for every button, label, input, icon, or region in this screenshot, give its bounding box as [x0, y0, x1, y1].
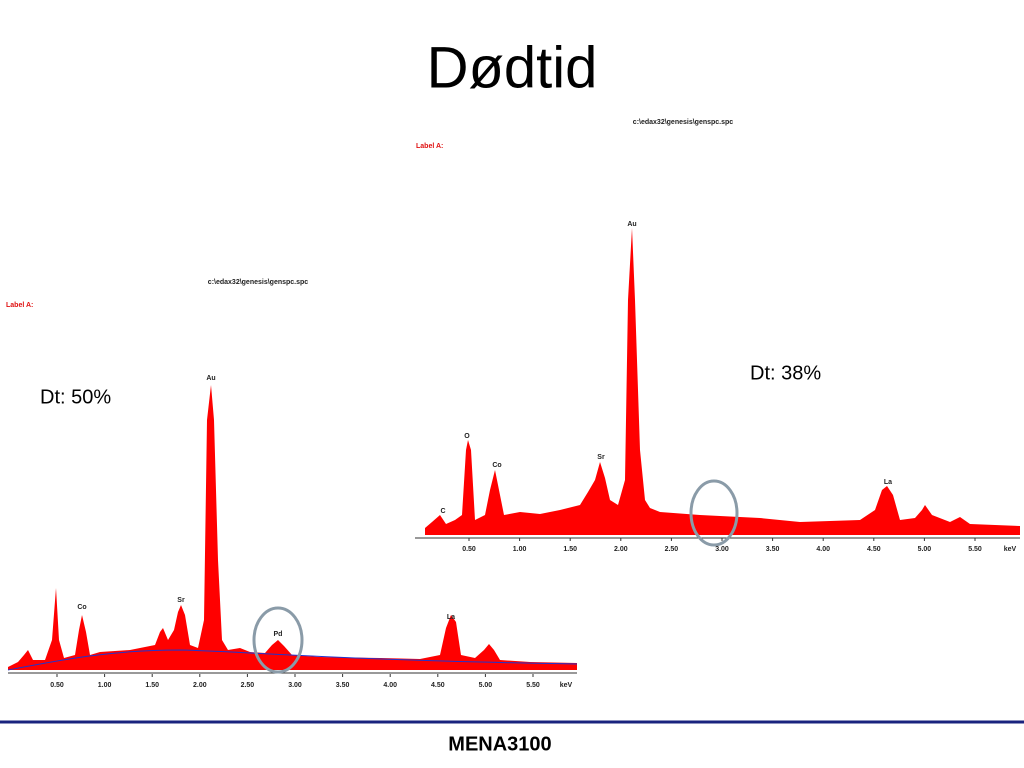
file-path: c:\edax32\genesis\genspc.spc — [208, 279, 308, 286]
element-label: Co — [492, 462, 501, 469]
element-label: Au — [627, 221, 636, 228]
x-tick-label: 0.50 — [50, 682, 64, 689]
axis-unit: keV — [560, 682, 573, 689]
spectrum-shape — [425, 228, 1020, 535]
x-tick-label: 5.00 — [479, 682, 493, 689]
x-tick-label: 2.00 — [614, 546, 628, 553]
element-label: Pd — [274, 631, 283, 638]
x-tick-label: 3.00 — [288, 682, 302, 689]
x-tick-label: 1.50 — [563, 546, 577, 553]
x-tick-label: 3.50 — [766, 546, 780, 553]
element-label: Au — [206, 375, 215, 382]
spectrum-left: c:\edax32\genesis\genspc.spc Label A: Au… — [6, 279, 578, 674]
x-tick-label: 1.00 — [98, 682, 112, 689]
element-label: La — [447, 614, 455, 621]
x-tick-label: 4.50 — [867, 546, 881, 553]
x-tick-label: 2.50 — [241, 682, 255, 689]
x-tick-label: 0.50 — [462, 546, 476, 553]
element-label: O — [464, 433, 470, 440]
x-tick-label: 2.50 — [665, 546, 679, 553]
x-tick-label: 4.00 — [383, 682, 397, 689]
spectrum-label: Label A: — [6, 302, 33, 309]
element-label: C — [440, 508, 445, 515]
element-label: Sr — [177, 597, 185, 604]
x-tick-label: 2.00 — [193, 682, 207, 689]
x-tick-label: 3.00 — [715, 546, 729, 553]
footer-text: MENA3100 — [448, 733, 551, 755]
element-label: La — [884, 479, 892, 486]
x-tick-label: 5.50 — [968, 546, 982, 553]
x-tick-label: 5.50 — [526, 682, 540, 689]
deadtime-note: Dt: 38% — [750, 362, 821, 384]
x-tick-label: 1.50 — [145, 682, 159, 689]
highlight-circle — [689, 479, 739, 547]
background-curve — [7, 649, 578, 671]
x-tick-label: 3.50 — [336, 682, 350, 689]
spectrum-right: c:\edax32\genesis\genspc.spc Label A: Au… — [415, 119, 1020, 547]
x-tick-label: 1.00 — [513, 546, 527, 553]
spectrum-label: Label A: — [416, 143, 443, 150]
element-label: Sr — [597, 454, 605, 461]
slide-title: Dødtid — [427, 35, 598, 100]
x-tick-label: 4.00 — [816, 546, 830, 553]
x-tick-label: 5.00 — [918, 546, 932, 553]
x-tick-label: 4.50 — [431, 682, 445, 689]
file-path: c:\edax32\genesis\genspc.spc — [633, 119, 733, 126]
deadtime-note: Dt: 50% — [40, 386, 111, 408]
element-label: Co — [77, 604, 86, 611]
axis-unit: keV — [1004, 546, 1017, 553]
highlight-circle — [252, 606, 304, 674]
